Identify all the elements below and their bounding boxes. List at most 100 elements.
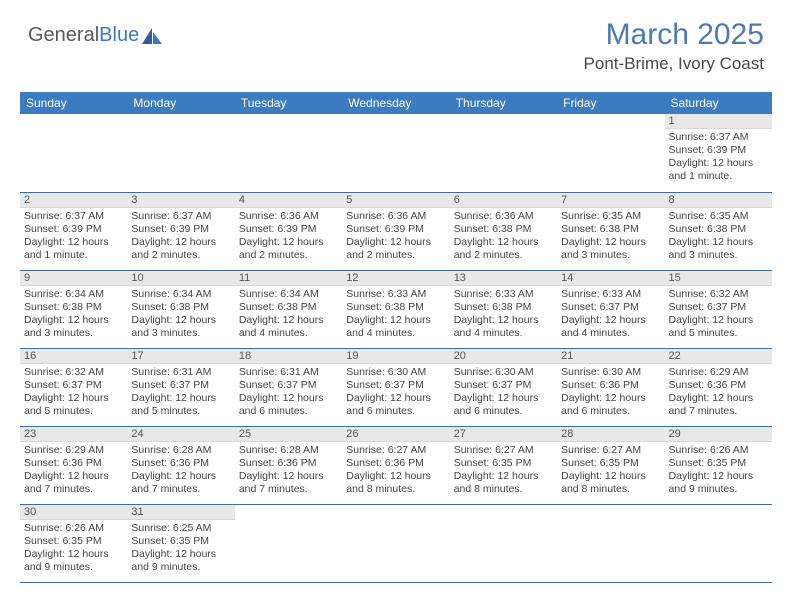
day-number: 22	[665, 349, 772, 364]
day-header: Friday	[557, 92, 664, 114]
day-header: Thursday	[450, 92, 557, 114]
calendar-header: SundayMondayTuesdayWednesdayThursdayFrid…	[20, 92, 772, 114]
day-content: Sunrise: 6:37 AMSunset: 6:39 PMDaylight:…	[665, 129, 772, 186]
day-number: 20	[450, 349, 557, 364]
day-cell: 30Sunrise: 6:26 AMSunset: 6:35 PMDayligh…	[20, 504, 127, 582]
day-cell: 5Sunrise: 6:36 AMSunset: 6:39 PMDaylight…	[342, 192, 449, 270]
day-cell: 27Sunrise: 6:27 AMSunset: 6:35 PMDayligh…	[450, 426, 557, 504]
title-block: March 2025 Pont-Brime, Ivory Coast	[584, 18, 764, 74]
day-content: Sunrise: 6:25 AMSunset: 6:35 PMDaylight:…	[127, 520, 234, 577]
empty-cell	[342, 114, 449, 192]
day-content: Sunrise: 6:28 AMSunset: 6:36 PMDaylight:…	[127, 442, 234, 499]
day-cell: 29Sunrise: 6:26 AMSunset: 6:35 PMDayligh…	[665, 426, 772, 504]
day-number: 8	[665, 193, 772, 208]
day-content: Sunrise: 6:30 AMSunset: 6:37 PMDaylight:…	[450, 364, 557, 421]
day-content: Sunrise: 6:36 AMSunset: 6:38 PMDaylight:…	[450, 208, 557, 265]
day-header: Tuesday	[235, 92, 342, 114]
day-number: 24	[127, 427, 234, 442]
day-cell: 10Sunrise: 6:34 AMSunset: 6:38 PMDayligh…	[127, 270, 234, 348]
day-content: Sunrise: 6:35 AMSunset: 6:38 PMDaylight:…	[665, 208, 772, 265]
day-cell: 6Sunrise: 6:36 AMSunset: 6:38 PMDaylight…	[450, 192, 557, 270]
day-number: 4	[235, 193, 342, 208]
sail-icon	[142, 28, 164, 46]
day-number: 23	[20, 427, 127, 442]
day-content: Sunrise: 6:34 AMSunset: 6:38 PMDaylight:…	[127, 286, 234, 343]
calendar-row: 9Sunrise: 6:34 AMSunset: 6:38 PMDaylight…	[20, 270, 772, 348]
day-number: 29	[665, 427, 772, 442]
day-number: 13	[450, 271, 557, 286]
day-number: 19	[342, 349, 449, 364]
empty-cell	[235, 504, 342, 582]
header: GeneralBlue March 2025 Pont-Brime, Ivory…	[0, 0, 792, 84]
empty-cell	[450, 504, 557, 582]
day-content: Sunrise: 6:28 AMSunset: 6:36 PMDaylight:…	[235, 442, 342, 499]
empty-cell	[127, 114, 234, 192]
day-cell: 19Sunrise: 6:30 AMSunset: 6:37 PMDayligh…	[342, 348, 449, 426]
calendar-row: 1Sunrise: 6:37 AMSunset: 6:39 PMDaylight…	[20, 114, 772, 192]
day-number: 11	[235, 271, 342, 286]
empty-cell	[450, 114, 557, 192]
empty-cell	[235, 114, 342, 192]
day-number: 31	[127, 505, 234, 520]
empty-cell	[557, 114, 664, 192]
day-content: Sunrise: 6:27 AMSunset: 6:36 PMDaylight:…	[342, 442, 449, 499]
day-number: 30	[20, 505, 127, 520]
day-cell: 24Sunrise: 6:28 AMSunset: 6:36 PMDayligh…	[127, 426, 234, 504]
day-number: 7	[557, 193, 664, 208]
day-number: 5	[342, 193, 449, 208]
day-cell: 31Sunrise: 6:25 AMSunset: 6:35 PMDayligh…	[127, 504, 234, 582]
day-content: Sunrise: 6:37 AMSunset: 6:39 PMDaylight:…	[127, 208, 234, 265]
day-content: Sunrise: 6:34 AMSunset: 6:38 PMDaylight:…	[235, 286, 342, 343]
day-content: Sunrise: 6:37 AMSunset: 6:39 PMDaylight:…	[20, 208, 127, 265]
day-number: 25	[235, 427, 342, 442]
day-cell: 9Sunrise: 6:34 AMSunset: 6:38 PMDaylight…	[20, 270, 127, 348]
month-title: March 2025	[584, 18, 764, 52]
calendar-table: SundayMondayTuesdayWednesdayThursdayFrid…	[20, 92, 772, 583]
day-cell: 22Sunrise: 6:29 AMSunset: 6:36 PMDayligh…	[665, 348, 772, 426]
day-content: Sunrise: 6:33 AMSunset: 6:38 PMDaylight:…	[450, 286, 557, 343]
empty-cell	[665, 504, 772, 582]
day-content: Sunrise: 6:33 AMSunset: 6:38 PMDaylight:…	[342, 286, 449, 343]
day-number: 3	[127, 193, 234, 208]
day-cell: 26Sunrise: 6:27 AMSunset: 6:36 PMDayligh…	[342, 426, 449, 504]
logo: GeneralBlue	[28, 24, 164, 47]
day-header: Saturday	[665, 92, 772, 114]
calendar-body: 1Sunrise: 6:37 AMSunset: 6:39 PMDaylight…	[20, 114, 772, 582]
day-cell: 4Sunrise: 6:36 AMSunset: 6:39 PMDaylight…	[235, 192, 342, 270]
day-content: Sunrise: 6:30 AMSunset: 6:37 PMDaylight:…	[342, 364, 449, 421]
day-cell: 11Sunrise: 6:34 AMSunset: 6:38 PMDayligh…	[235, 270, 342, 348]
day-cell: 1Sunrise: 6:37 AMSunset: 6:39 PMDaylight…	[665, 114, 772, 192]
empty-cell	[20, 114, 127, 192]
day-content: Sunrise: 6:31 AMSunset: 6:37 PMDaylight:…	[127, 364, 234, 421]
day-number: 28	[557, 427, 664, 442]
day-content: Sunrise: 6:33 AMSunset: 6:37 PMDaylight:…	[557, 286, 664, 343]
day-number: 16	[20, 349, 127, 364]
day-number: 18	[235, 349, 342, 364]
day-content: Sunrise: 6:27 AMSunset: 6:35 PMDaylight:…	[450, 442, 557, 499]
day-content: Sunrise: 6:26 AMSunset: 6:35 PMDaylight:…	[665, 442, 772, 499]
day-number: 26	[342, 427, 449, 442]
day-number: 9	[20, 271, 127, 286]
day-cell: 23Sunrise: 6:29 AMSunset: 6:36 PMDayligh…	[20, 426, 127, 504]
day-number: 1	[665, 114, 772, 129]
day-cell: 15Sunrise: 6:32 AMSunset: 6:37 PMDayligh…	[665, 270, 772, 348]
day-cell: 7Sunrise: 6:35 AMSunset: 6:38 PMDaylight…	[557, 192, 664, 270]
day-cell: 14Sunrise: 6:33 AMSunset: 6:37 PMDayligh…	[557, 270, 664, 348]
day-number: 6	[450, 193, 557, 208]
day-number: 2	[20, 193, 127, 208]
logo-word1: General	[28, 24, 99, 46]
day-header: Monday	[127, 92, 234, 114]
day-cell: 25Sunrise: 6:28 AMSunset: 6:36 PMDayligh…	[235, 426, 342, 504]
day-content: Sunrise: 6:36 AMSunset: 6:39 PMDaylight:…	[235, 208, 342, 265]
day-content: Sunrise: 6:35 AMSunset: 6:38 PMDaylight:…	[557, 208, 664, 265]
day-content: Sunrise: 6:32 AMSunset: 6:37 PMDaylight:…	[20, 364, 127, 421]
day-cell: 28Sunrise: 6:27 AMSunset: 6:35 PMDayligh…	[557, 426, 664, 504]
day-number: 27	[450, 427, 557, 442]
day-header: Wednesday	[342, 92, 449, 114]
day-header: Sunday	[20, 92, 127, 114]
empty-cell	[557, 504, 664, 582]
day-content: Sunrise: 6:32 AMSunset: 6:37 PMDaylight:…	[665, 286, 772, 343]
day-cell: 21Sunrise: 6:30 AMSunset: 6:36 PMDayligh…	[557, 348, 664, 426]
day-number: 17	[127, 349, 234, 364]
day-content: Sunrise: 6:29 AMSunset: 6:36 PMDaylight:…	[665, 364, 772, 421]
